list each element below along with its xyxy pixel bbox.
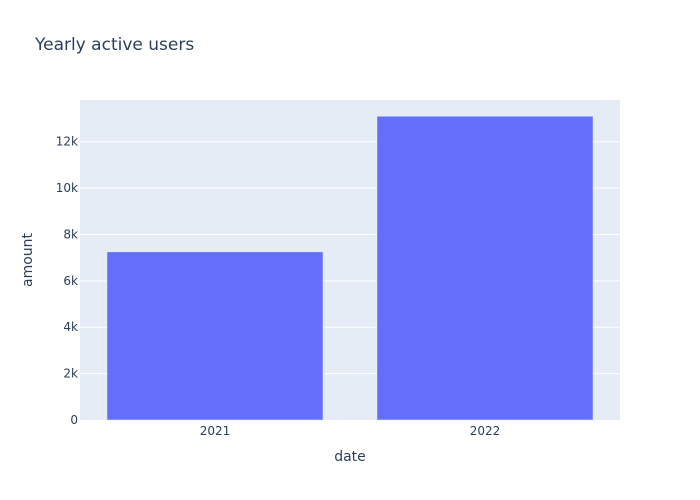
y-tick-label: 2k	[63, 367, 78, 381]
y-axis-title: amount	[20, 232, 36, 287]
bars	[106, 115, 594, 421]
x-tick-label: 2021	[200, 424, 231, 438]
bar-2022[interactable]	[376, 115, 594, 421]
y-tick-label: 12k	[56, 135, 78, 149]
chart-title: Yearly active users	[34, 35, 194, 55]
y-tick-label: 6k	[63, 274, 78, 288]
bar-2021[interactable]	[106, 251, 324, 421]
y-tick-label: 8k	[63, 227, 78, 241]
y-tick-label: 4k	[63, 320, 78, 334]
y-tick-label: 10k	[56, 181, 78, 195]
y-axis-ticks: 0 2k 4k 6k 8k 10k 12k	[56, 135, 78, 427]
x-axis-ticks: 2021 2022	[200, 424, 501, 438]
x-tick-label: 2022	[470, 424, 501, 438]
x-axis-title: date	[334, 449, 366, 465]
y-tick-label: 0	[70, 413, 78, 427]
